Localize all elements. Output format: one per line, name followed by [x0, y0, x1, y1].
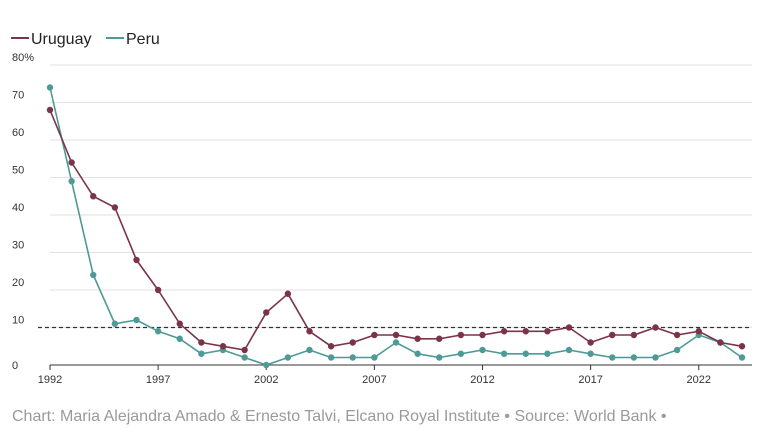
data-point-peru — [630, 354, 638, 361]
y-axis-ticks: 0 10 20 30 40 50 60 70 80% — [12, 52, 34, 372]
chart-caption: Chart: Maria Alejandra Amado & Ernesto T… — [12, 408, 666, 425]
data-point-uruguay — [306, 328, 313, 335]
data-point-uruguay — [457, 331, 465, 339]
data-point-uruguay — [219, 343, 227, 350]
data-point-peru — [46, 84, 54, 91]
data-point-uruguay — [522, 328, 529, 335]
data-point-uruguay — [565, 324, 573, 331]
x-axis-ticks: 1992 1997 2002 2007 2012 2017 2022 — [38, 365, 711, 386]
legend-label-peru: Peru — [126, 31, 160, 48]
data-point-uruguay — [284, 290, 292, 297]
data-point-uruguay — [738, 343, 746, 350]
x-tick-label: 2007 — [362, 374, 386, 386]
x-tick-label: 2002 — [254, 374, 278, 386]
data-point-peru — [241, 354, 248, 361]
data-point-peru — [176, 335, 183, 342]
data-point-peru — [90, 271, 97, 279]
data-point-uruguay — [652, 324, 659, 331]
data-point-peru — [371, 354, 378, 361]
data-point-uruguay — [176, 320, 183, 327]
data-point-peru — [673, 346, 681, 354]
data-point-uruguay — [695, 328, 702, 335]
data-point-peru — [522, 350, 529, 357]
data-point-uruguay — [630, 331, 638, 339]
data-point-peru — [738, 354, 746, 361]
x-tick-label: 2022 — [687, 374, 711, 386]
data-point-peru — [306, 346, 313, 354]
data-point-peru — [479, 346, 486, 354]
data-point-uruguay — [133, 256, 140, 264]
data-point-peru — [609, 354, 616, 361]
data-point-peru — [198, 350, 205, 357]
data-point-peru — [500, 350, 508, 357]
data-point-uruguay — [392, 331, 400, 339]
data-point-uruguay — [371, 331, 378, 339]
data-point-uruguay — [414, 335, 421, 342]
data-point-peru — [544, 350, 551, 357]
data-point-peru — [349, 354, 356, 361]
data-point-uruguay — [68, 159, 75, 166]
x-tick-label: 1997 — [146, 374, 170, 386]
y-tick-label: 60 — [12, 127, 24, 139]
y-tick-label: 30 — [12, 240, 24, 252]
data-point-peru — [284, 354, 292, 361]
data-point-uruguay — [111, 204, 119, 211]
data-point-uruguay — [587, 339, 594, 346]
gridlines — [50, 64, 752, 366]
x-tick-label: 2012 — [470, 374, 494, 386]
y-tick-label: 20 — [12, 277, 24, 289]
y-tick-label: 10 — [12, 315, 24, 327]
data-point-peru — [436, 354, 443, 361]
data-point-peru — [457, 350, 465, 357]
data-point-uruguay — [673, 331, 681, 339]
y-tick-label: 50 — [12, 165, 24, 177]
data-point-uruguay — [479, 331, 486, 339]
data-point-uruguay — [90, 193, 97, 200]
x-tick-label: 1992 — [38, 374, 62, 386]
data-point-peru — [392, 339, 400, 346]
y-tick-label: 40 — [12, 202, 24, 214]
data-point-peru — [154, 328, 162, 335]
data-point-peru — [111, 320, 119, 327]
data-point-uruguay — [544, 328, 551, 335]
data-point-peru — [587, 350, 594, 357]
data-point-peru — [68, 178, 75, 185]
data-point-uruguay — [609, 331, 616, 339]
data-point-uruguay — [500, 328, 508, 335]
data-point-uruguay — [263, 309, 270, 316]
data-point-uruguay — [349, 339, 356, 346]
data-point-peru — [133, 316, 140, 324]
legend-label-uruguay: Uruguay — [31, 31, 91, 48]
data-point-uruguay — [327, 343, 335, 350]
data-point-uruguay — [436, 335, 443, 342]
data-point-uruguay — [717, 339, 724, 346]
data-point-uruguay — [198, 339, 205, 346]
y-tick-label: 70 — [12, 90, 24, 102]
series-group — [46, 84, 746, 369]
data-point-uruguay — [46, 106, 54, 114]
y-tick-label: 0 — [12, 360, 18, 372]
data-point-peru — [263, 361, 270, 369]
data-point-peru — [414, 350, 421, 357]
y-tick-label: 80% — [12, 52, 34, 64]
series-line-uruguay — [49, 109, 743, 351]
data-point-peru — [565, 346, 573, 354]
series-line-peru — [49, 87, 743, 366]
data-point-uruguay — [154, 286, 162, 294]
data-point-peru — [652, 354, 659, 361]
data-point-uruguay — [241, 346, 248, 354]
data-point-peru — [327, 354, 335, 361]
x-tick-label: 2017 — [578, 374, 602, 386]
legend: Uruguay Peru — [11, 31, 160, 48]
